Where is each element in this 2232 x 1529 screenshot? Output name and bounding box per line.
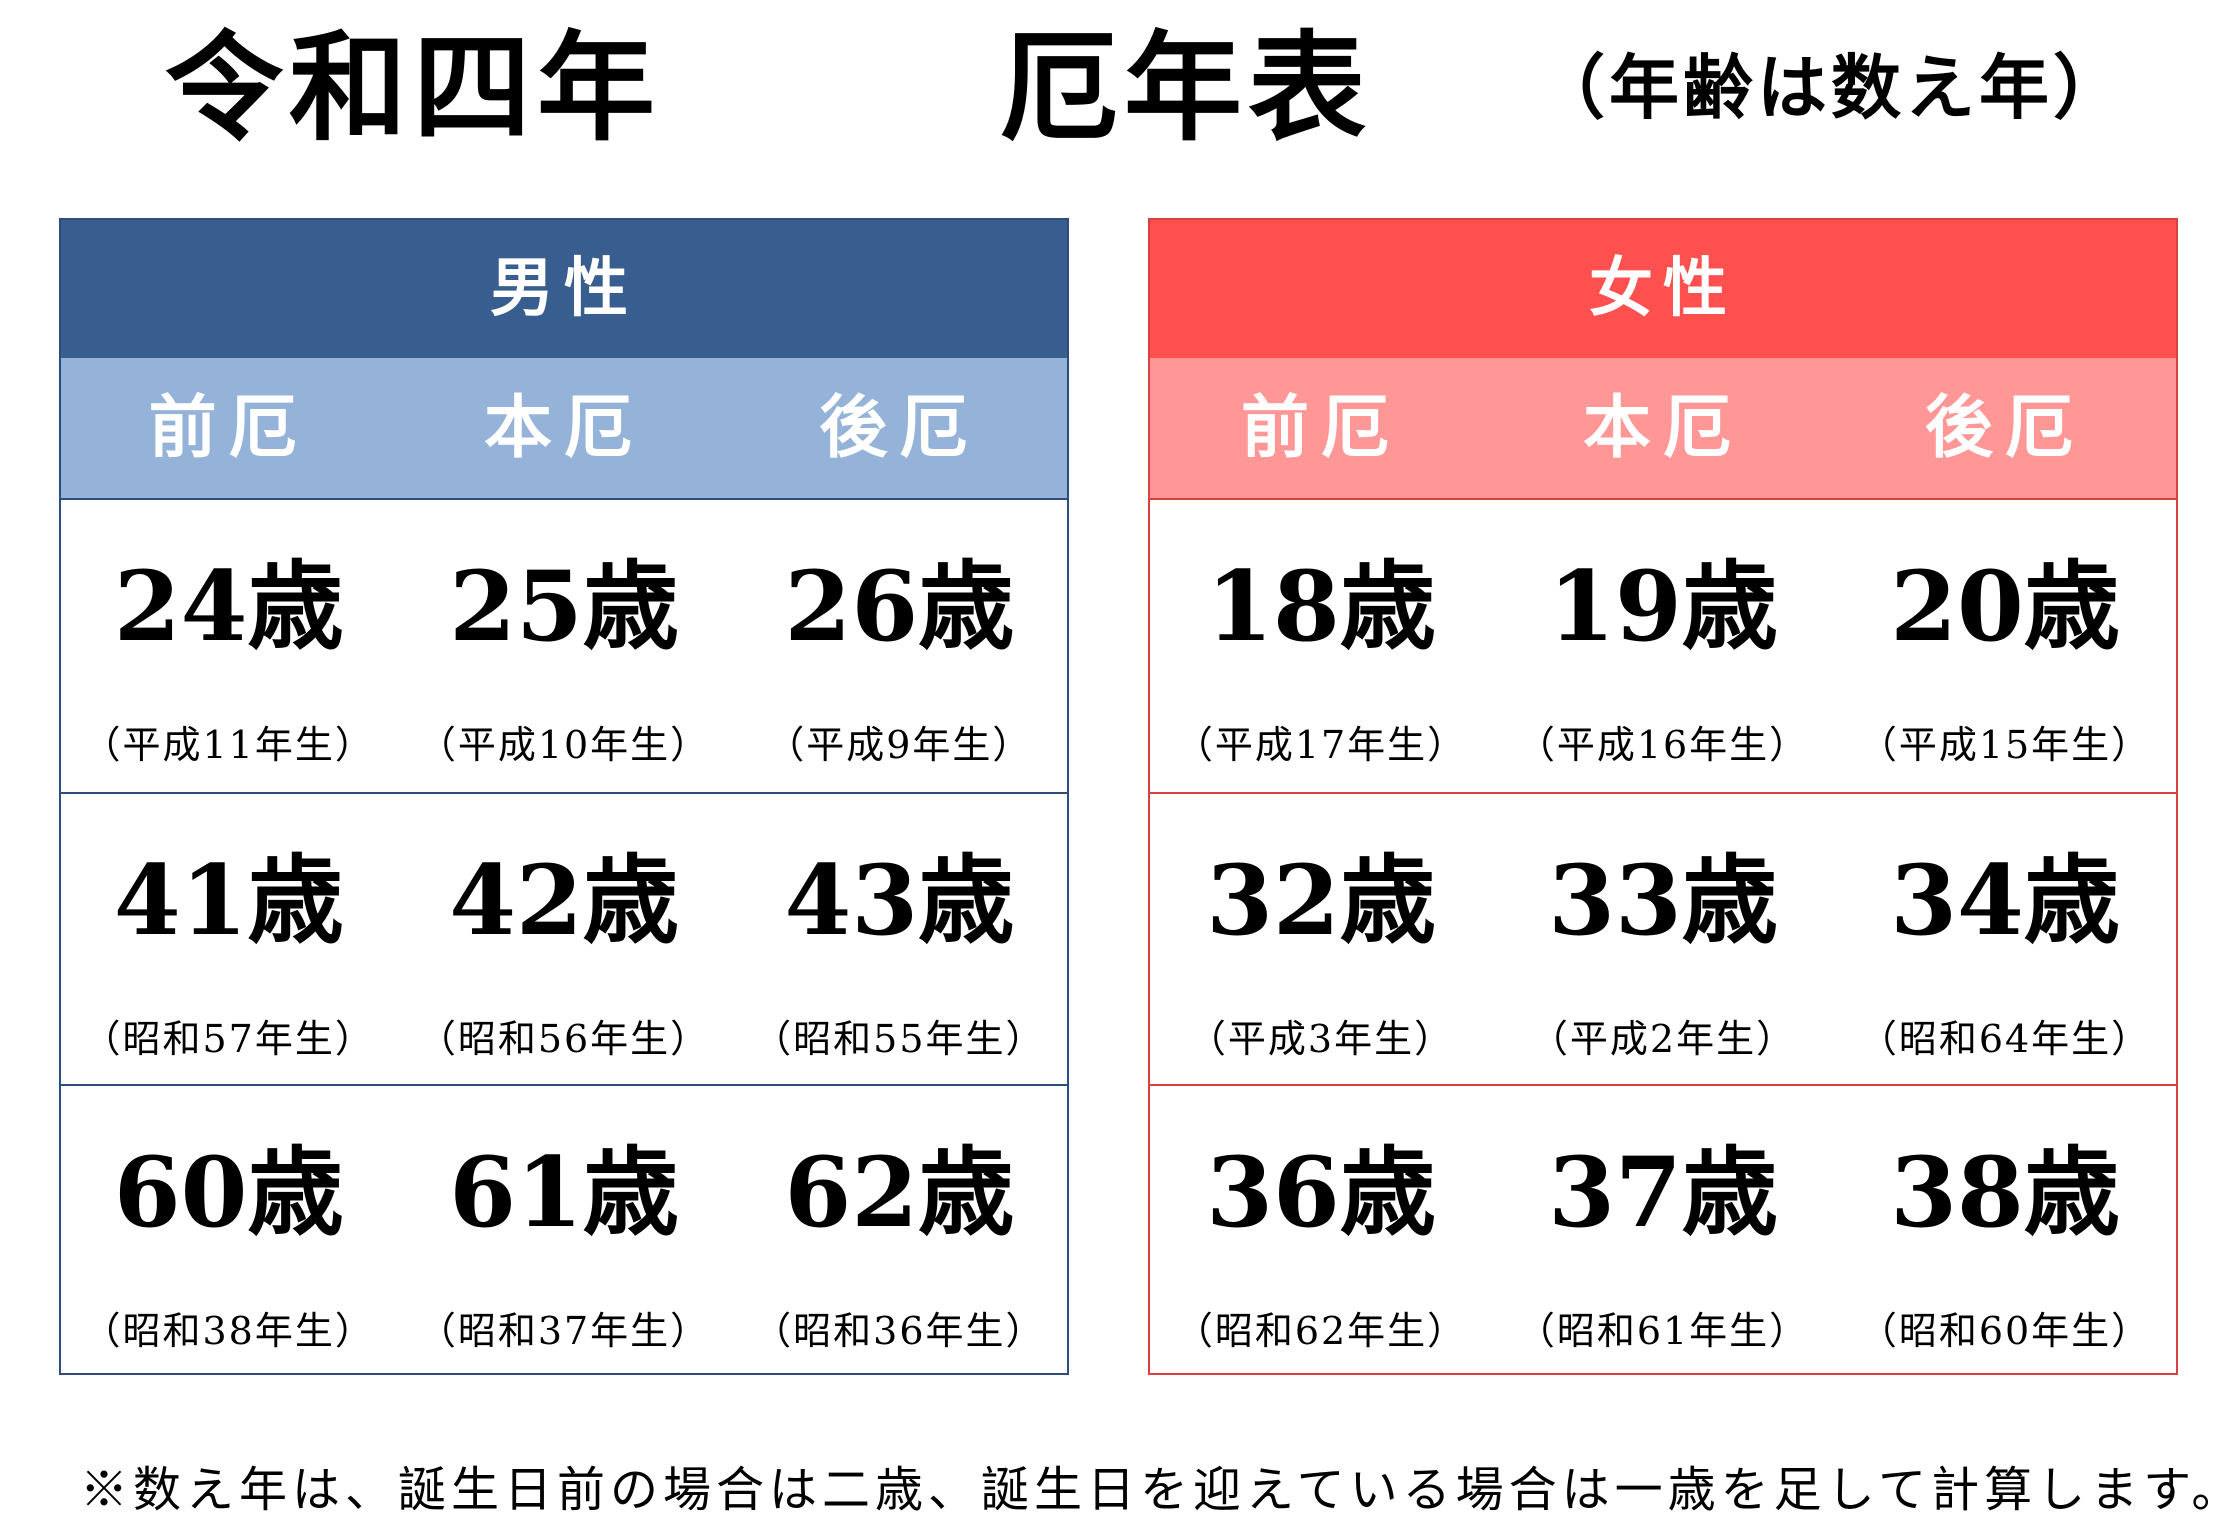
age-value: 61歳 <box>449 1136 679 1249</box>
female-row-1: 18歳 （平成17年生） 19歳 （平成16年生） 20歳 （平成15年生） <box>1150 500 2176 792</box>
birth-year: （昭和64年生） <box>1858 1017 2152 1061</box>
male-column-honyaku: 本厄 <box>483 388 644 468</box>
female-row-2: 32歳 （平成3年生） 33歳 （平成2年生） 34歳 （昭和64年生） <box>1150 792 2176 1084</box>
female-cell: 38歳 （昭和60年生） <box>1834 1086 2176 1376</box>
male-cell: 26歳 （平成9年生） <box>732 500 1067 792</box>
birth-year: （昭和36年生） <box>753 1309 1046 1353</box>
female-column-honyaku: 本厄 <box>1582 388 1743 468</box>
male-cell: 62歳 （昭和36年生） <box>732 1086 1067 1376</box>
age-value: 41歳 <box>113 844 344 957</box>
age-value: 36歳 <box>1206 1136 1436 1249</box>
footnote: ※数え年は、誕生日前の場合は二歳、誕生日を迎えている場合は一歳を足して計算します… <box>80 1462 2232 1518</box>
age-value: 38歳 <box>1890 1136 2120 1249</box>
birth-year: （平成16年生） <box>1516 723 1810 767</box>
birth-year: （昭和38年生） <box>82 1309 375 1353</box>
male-cell: 60歳 （昭和38年生） <box>61 1086 396 1376</box>
birth-year: （平成11年生） <box>82 723 375 767</box>
title-note: （年齢は数え年） <box>1535 46 2127 129</box>
page-title: 厄年表 <box>1000 18 1373 157</box>
female-row-3: 36歳 （昭和62年生） 37歳 （昭和61年生） 38歳 （昭和60年生） <box>1150 1084 2176 1376</box>
male-table: 男性 前厄 本厄 後厄 24歳 （平成11年生） 25歳 （平成10年生） 26… <box>59 218 1069 1375</box>
female-header: 女性 <box>1150 220 2176 358</box>
male-cell: 43歳 （昭和55年生） <box>732 794 1067 1084</box>
birth-year: （昭和62年生） <box>1174 1309 1468 1353</box>
age-value: 25歳 <box>449 550 679 663</box>
birth-year: （昭和56年生） <box>417 1017 711 1061</box>
male-cell: 42歳 （昭和56年生） <box>396 794 731 1084</box>
birth-year: （平成2年生） <box>1529 1017 1797 1061</box>
age-value: 60歳 <box>113 1136 344 1249</box>
age-value: 43歳 <box>784 844 1015 957</box>
age-value: 33歳 <box>1548 844 1778 957</box>
age-value: 26歳 <box>784 550 1015 663</box>
male-cell: 25歳 （平成10年生） <box>396 500 731 792</box>
male-cell: 24歳 （平成11年生） <box>61 500 396 792</box>
age-value: 19歳 <box>1548 550 1778 663</box>
female-column-atoyaku: 後厄 <box>1924 388 2085 468</box>
male-cell: 61歳 （昭和37年生） <box>396 1086 731 1376</box>
male-column-headers: 前厄 本厄 後厄 <box>61 358 1067 500</box>
age-value: 37歳 <box>1548 1136 1778 1249</box>
male-row-1: 24歳 （平成11年生） 25歳 （平成10年生） 26歳 （平成9年生） <box>61 500 1067 792</box>
male-header: 男性 <box>61 220 1067 358</box>
birth-year: （平成15年生） <box>1858 723 2152 767</box>
female-cell: 19歳 （平成16年生） <box>1492 500 1834 792</box>
female-column-maeyaku: 前厄 <box>1240 388 1401 468</box>
male-row-2: 41歳 （昭和57年生） 42歳 （昭和56年生） 43歳 （昭和55年生） <box>61 792 1067 1084</box>
age-value: 24歳 <box>113 550 344 663</box>
birth-year: （平成10年生） <box>417 723 711 767</box>
female-cell: 34歳 （昭和64年生） <box>1834 794 2176 1084</box>
female-cell: 18歳 （平成17年生） <box>1150 500 1492 792</box>
female-column-headers: 前厄 本厄 後厄 <box>1150 358 2176 500</box>
female-cell: 32歳 （平成3年生） <box>1150 794 1492 1084</box>
age-value: 18歳 <box>1206 550 1436 663</box>
female-cell: 33歳 （平成2年生） <box>1492 794 1834 1084</box>
title-era: 令和四年 <box>165 18 662 157</box>
age-value: 42歳 <box>449 844 679 957</box>
birth-year: （昭和37年生） <box>417 1309 711 1353</box>
male-cell: 41歳 （昭和57年生） <box>61 794 396 1084</box>
age-value: 32歳 <box>1206 844 1436 957</box>
female-cell: 20歳 （平成15年生） <box>1834 500 2176 792</box>
birth-year: （平成3年生） <box>1187 1017 1455 1061</box>
birth-year: （昭和57年生） <box>82 1017 375 1061</box>
birth-year: （昭和61年生） <box>1516 1309 1810 1353</box>
birth-year: （昭和60年生） <box>1858 1309 2152 1353</box>
female-table: 女性 前厄 本厄 後厄 18歳 （平成17年生） 19歳 （平成16年生） 20… <box>1148 218 2178 1375</box>
male-row-3: 60歳 （昭和38年生） 61歳 （昭和37年生） 62歳 （昭和36年生） <box>61 1084 1067 1376</box>
male-column-maeyaku: 前厄 <box>148 388 309 468</box>
age-value: 34歳 <box>1890 844 2120 957</box>
birth-year: （昭和55年生） <box>753 1017 1046 1061</box>
female-cell: 36歳 （昭和62年生） <box>1150 1086 1492 1376</box>
female-cell: 37歳 （昭和61年生） <box>1492 1086 1834 1376</box>
age-value: 62歳 <box>784 1136 1015 1249</box>
birth-year: （平成9年生） <box>766 723 1033 767</box>
male-column-atoyaku: 後厄 <box>819 388 980 468</box>
birth-year: （平成17年生） <box>1174 723 1468 767</box>
age-value: 20歳 <box>1890 550 2120 663</box>
